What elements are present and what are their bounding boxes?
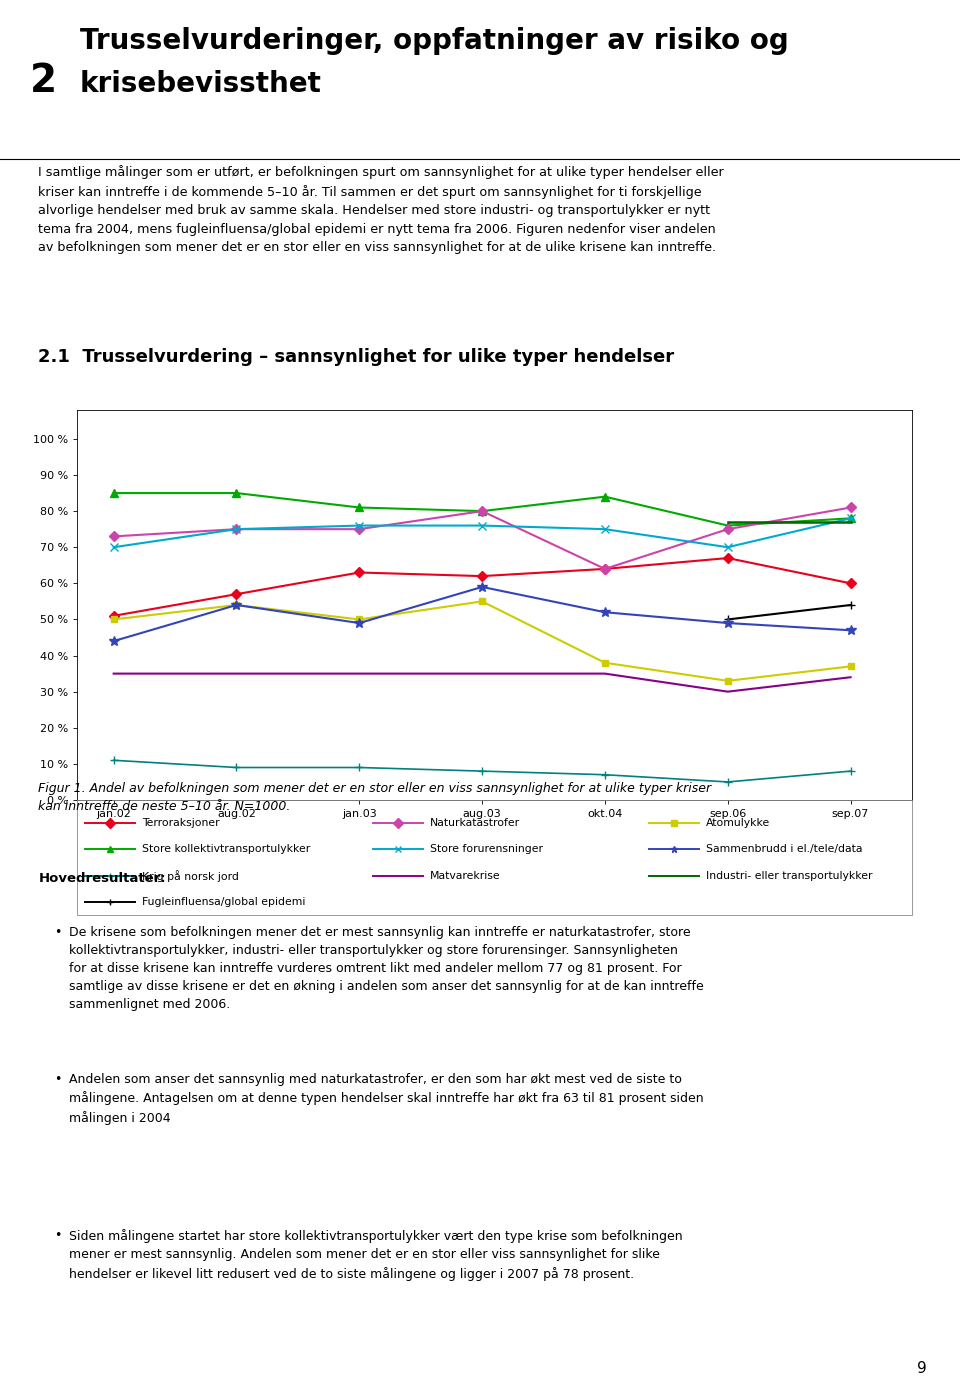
Text: •: • (55, 1073, 61, 1085)
Text: Terroraksjoner: Terroraksjoner (142, 818, 220, 827)
Text: 2: 2 (30, 62, 58, 101)
Text: Atomulykke: Atomulykke (706, 818, 770, 827)
Text: Industri- eller transportulykker: Industri- eller transportulykker (706, 870, 873, 881)
Text: Figur 1. Andel av befolkningen som mener det er en stor eller en viss sannsynlig: Figur 1. Andel av befolkningen som mener… (38, 782, 711, 814)
Text: Store forurensninger: Store forurensninger (430, 844, 543, 854)
Text: De krisene som befolkningen mener det er mest sannsynlig kan inntreffe er naturk: De krisene som befolkningen mener det er… (69, 926, 704, 1010)
Text: Hovedresultater:: Hovedresultater: (38, 872, 166, 884)
Text: Andelen som anser det sannsynlig med naturkatastrofer, er den som har økt mest v: Andelen som anser det sannsynlig med nat… (69, 1073, 704, 1124)
Text: krisebevissthet: krisebevissthet (80, 71, 322, 98)
Text: I samtlige målinger som er utført, er befolkningen spurt om sannsynlighet for at: I samtlige målinger som er utført, er be… (38, 165, 724, 255)
Text: Fugleinfluensa/global epidemi: Fugleinfluensa/global epidemi (142, 897, 305, 908)
Text: Naturkatastrofer: Naturkatastrofer (430, 818, 520, 827)
Text: Trusselvurderinger, oppfatninger av risiko og: Trusselvurderinger, oppfatninger av risi… (80, 28, 789, 55)
Text: Matvarekrise: Matvarekrise (430, 870, 501, 881)
Text: •: • (55, 1229, 61, 1242)
Text: 9: 9 (917, 1361, 926, 1376)
Text: Siden målingene startet har store kollektivtransportulykker vært den type krise : Siden målingene startet har store kollek… (69, 1229, 683, 1281)
Text: Krig på norsk jord: Krig på norsk jord (142, 870, 239, 881)
Text: 2.1  Trusselvurdering – sannsynlighet for ulike typer hendelser: 2.1 Trusselvurdering – sannsynlighet for… (38, 348, 675, 366)
Text: Sammenbrudd i el./tele/data: Sammenbrudd i el./tele/data (706, 844, 862, 854)
Text: •: • (55, 926, 61, 938)
Text: Store kollektivtransportulykker: Store kollektivtransportulykker (142, 844, 310, 854)
